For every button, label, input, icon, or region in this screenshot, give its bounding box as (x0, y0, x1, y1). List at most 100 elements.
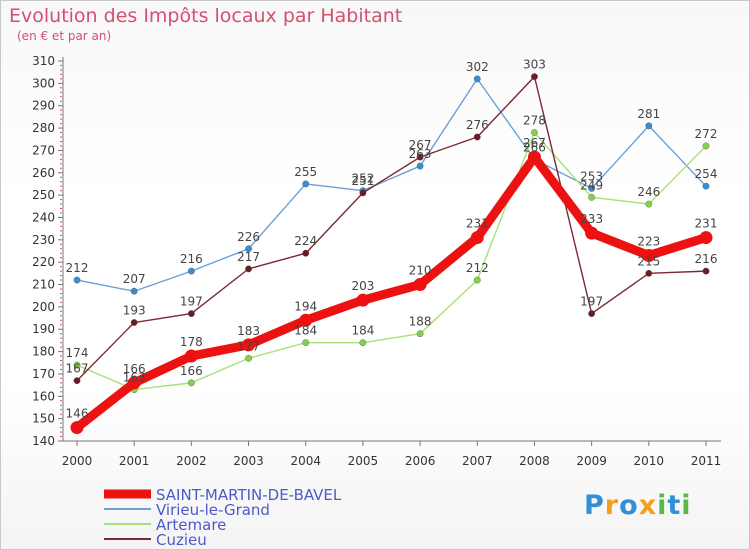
data-label: 231 (695, 217, 718, 231)
y-tick-label: 250 (32, 188, 55, 202)
data-label: 216 (180, 252, 203, 266)
data-point (702, 142, 710, 150)
data-point (70, 421, 84, 435)
data-label: 278 (523, 114, 546, 128)
data-label: 254 (695, 167, 718, 181)
y-tick-label: 160 (32, 389, 55, 403)
data-label: 212 (466, 261, 489, 275)
data-point (130, 287, 138, 295)
chart-axes: 140 150 160 170 180 190 200 210 220 230 240 250 260 2… (32, 54, 721, 468)
data-label: 203 (351, 279, 374, 293)
data-label: 166 (180, 364, 203, 378)
x-tick-label: 2009 (576, 454, 607, 468)
data-point (473, 75, 481, 83)
data-label: 249 (580, 178, 603, 192)
data-point (473, 133, 481, 141)
data-label: 253 (580, 169, 603, 183)
data-point (645, 122, 653, 130)
data-point (531, 73, 538, 81)
data-point (359, 339, 367, 347)
chart-series (70, 73, 713, 435)
data-point (302, 249, 310, 257)
data-point (127, 376, 141, 390)
data-label: 216 (695, 252, 718, 266)
data-point (187, 379, 195, 387)
data-point (299, 313, 313, 327)
series-line-saint-martin-de-bavel (72, 152, 711, 433)
data-label: 166 (123, 362, 146, 376)
data-label: 303 (523, 58, 546, 72)
data-point (187, 267, 195, 275)
y-tick-label: 200 (32, 300, 55, 314)
data-label: 226 (237, 230, 260, 244)
data-point (242, 338, 256, 352)
data-point (699, 231, 713, 245)
data-label: 302 (466, 60, 489, 74)
x-tick-label: 2010 (634, 454, 665, 468)
data-label: 197 (580, 295, 603, 309)
legend-label: SAINT-MARTIN-DE-BAVEL (156, 486, 342, 504)
y-tick-label: 290 (32, 99, 55, 113)
y-tick-label: 170 (32, 367, 55, 381)
series-line-artemare (76, 131, 707, 391)
data-point (702, 182, 710, 190)
data-label: 223 (637, 234, 660, 248)
data-label: 281 (637, 107, 660, 121)
x-tick-label: 2005 (348, 454, 379, 468)
data-point (187, 310, 195, 317)
data-label: 167 (66, 362, 89, 376)
data-label: 188 (409, 315, 432, 329)
x-tick-label: 2003 (233, 454, 264, 468)
chart-legend: SAINT-MARTIN-DE-BAVELVirieu-le-GrandArte… (104, 486, 342, 549)
data-point (585, 226, 599, 240)
series-line-virieu-le-grand (76, 78, 707, 292)
x-tick-label: 2001 (119, 454, 150, 468)
data-label: 207 (123, 272, 146, 286)
data-label: 178 (180, 335, 203, 349)
y-tick-label: 270 (32, 143, 55, 157)
data-label: 233 (580, 212, 603, 226)
data-label: 184 (294, 324, 317, 338)
data-label: 194 (294, 299, 317, 313)
x-tick-label: 2008 (519, 454, 550, 468)
data-point (470, 231, 484, 245)
data-point (645, 200, 653, 208)
data-label: 246 (637, 185, 660, 199)
y-tick-label: 310 (32, 54, 55, 68)
data-point (588, 185, 596, 192)
data-point (416, 162, 424, 170)
data-point (588, 193, 596, 201)
data-label: 177 (237, 339, 260, 353)
data-label: 263 (409, 147, 432, 161)
x-tick-label: 2007 (462, 454, 493, 468)
data-point (702, 267, 710, 275)
data-point (359, 189, 367, 197)
data-point (416, 330, 424, 338)
data-point (416, 153, 424, 161)
legend-label: Cuzieu (156, 531, 207, 549)
x-tick-label: 2004 (290, 454, 321, 468)
data-label: 231 (466, 217, 489, 231)
y-tick-label: 240 (32, 210, 55, 224)
data-label: 184 (351, 324, 374, 338)
y-tick-label: 150 (32, 412, 55, 426)
data-label: 266 (523, 140, 546, 154)
data-point (73, 276, 81, 284)
data-label: 267 (523, 136, 546, 150)
y-tick-label: 180 (32, 345, 55, 359)
data-label: 210 (409, 264, 432, 278)
data-label: 255 (294, 165, 317, 179)
data-point (302, 180, 310, 188)
y-tick-label: 210 (32, 278, 55, 292)
data-label: 197 (180, 295, 203, 309)
x-tick-label: 2002 (176, 454, 207, 468)
legend-label: Artemare (156, 516, 226, 534)
data-point (356, 293, 370, 307)
y-tick-label: 140 (32, 434, 55, 448)
data-label: 183 (237, 324, 260, 338)
chart-title: Evolution des Impôts locaux par Habitant (9, 5, 403, 27)
data-point (73, 361, 81, 369)
data-label: 267 (409, 138, 432, 152)
data-point (130, 319, 138, 326)
